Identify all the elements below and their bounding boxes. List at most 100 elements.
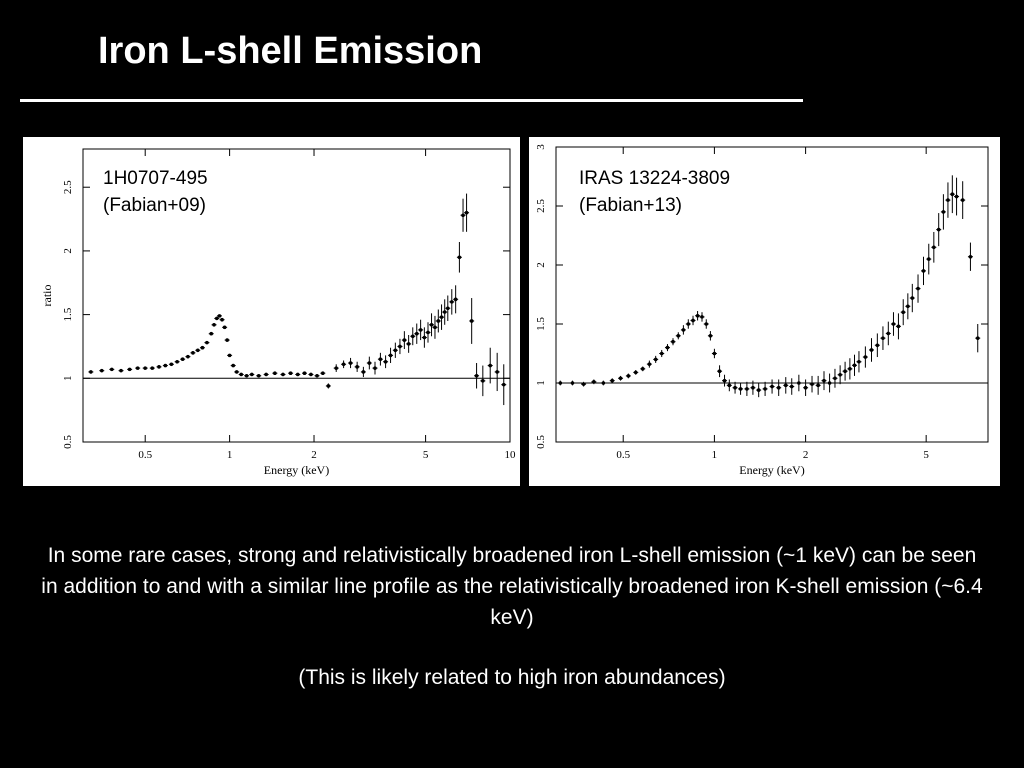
data-point — [393, 348, 398, 353]
data-point — [135, 366, 140, 370]
data-point — [592, 380, 596, 384]
data-point — [827, 381, 832, 385]
x-tick-label: 5 — [423, 449, 429, 461]
data-point — [334, 366, 339, 370]
y-tick-label: 2 — [62, 248, 74, 254]
data-point — [601, 381, 606, 385]
data-point — [422, 335, 427, 340]
data-point — [941, 210, 946, 214]
data-point — [461, 213, 465, 218]
data-point — [659, 351, 664, 356]
y-tick-label: 2.5 — [62, 180, 74, 194]
data-point — [763, 387, 767, 391]
data-point — [361, 370, 366, 374]
data-point — [341, 362, 346, 367]
data-point — [217, 314, 222, 318]
plot-frame — [555, 146, 989, 443]
data-point — [212, 323, 216, 327]
data-point — [244, 373, 249, 378]
plot-frame — [82, 148, 511, 443]
data-point — [222, 325, 227, 330]
data-point — [797, 381, 801, 385]
data-point — [109, 367, 114, 372]
data-point — [433, 325, 437, 330]
data-point — [857, 359, 861, 364]
data-point — [704, 322, 709, 326]
y-axis-label: ratio — [40, 285, 54, 307]
data-point — [288, 371, 293, 376]
data-point — [751, 385, 755, 390]
data-point — [875, 343, 880, 348]
data-point — [910, 296, 915, 300]
data-point — [469, 319, 474, 323]
data-point — [191, 351, 195, 355]
data-point — [321, 371, 325, 376]
data-point — [474, 373, 479, 378]
x-tick-label: 1 — [227, 449, 233, 461]
data-point — [906, 304, 910, 309]
data-point — [727, 383, 732, 388]
data-point — [691, 318, 695, 323]
data-point — [570, 381, 575, 385]
data-point — [214, 316, 219, 321]
data-point — [281, 372, 285, 377]
data-point — [863, 355, 868, 359]
data-point — [843, 369, 847, 373]
data-point — [733, 385, 737, 390]
data-point — [402, 338, 407, 342]
data-point — [653, 357, 658, 362]
data-point — [647, 362, 652, 366]
data-point — [852, 363, 857, 368]
data-point — [803, 385, 808, 390]
data-point — [901, 310, 906, 314]
data-point — [442, 310, 447, 314]
x-tick-label: 5 — [923, 449, 929, 461]
data-point — [848, 367, 852, 371]
data-point — [633, 370, 638, 375]
data-point — [355, 365, 359, 369]
data-point — [326, 384, 331, 388]
data-point — [445, 306, 450, 311]
data-point — [309, 372, 313, 377]
data-point — [150, 366, 155, 370]
data-point — [169, 362, 174, 367]
data-point — [581, 382, 586, 386]
y-tick-label: 0.5 — [535, 435, 547, 449]
data-point — [950, 192, 955, 196]
data-point — [946, 198, 950, 202]
body-paragraph: In some rare cases, strong and relativis… — [41, 544, 983, 629]
data-point — [406, 342, 411, 346]
data-point — [143, 366, 148, 370]
data-point — [789, 384, 794, 389]
data-point — [295, 372, 300, 377]
x-axis-label: Energy (keV) — [264, 463, 329, 477]
data-point — [119, 368, 123, 373]
data-point — [833, 376, 837, 381]
body-note: (This is likely related to high iron abu… — [298, 666, 726, 689]
data-point — [960, 198, 965, 202]
data-point — [886, 331, 891, 336]
data-point — [881, 336, 885, 340]
data-point — [558, 381, 563, 385]
data-point — [838, 372, 842, 377]
data-point — [686, 322, 691, 326]
data-point — [700, 315, 704, 319]
data-point — [205, 340, 209, 345]
data-point — [378, 357, 383, 361]
data-point — [234, 370, 239, 374]
data-point — [464, 210, 469, 215]
data-point — [227, 353, 232, 358]
data-point — [200, 345, 205, 350]
y-tick-label: 2.5 — [535, 199, 547, 213]
data-point — [501, 382, 506, 387]
data-point — [418, 328, 423, 332]
data-point — [770, 384, 774, 389]
data-point — [315, 373, 319, 378]
data-point — [398, 344, 402, 349]
data-point — [231, 363, 236, 368]
y-tick-label: 1.5 — [535, 317, 547, 331]
data-point — [250, 372, 254, 377]
data-point — [264, 372, 268, 377]
